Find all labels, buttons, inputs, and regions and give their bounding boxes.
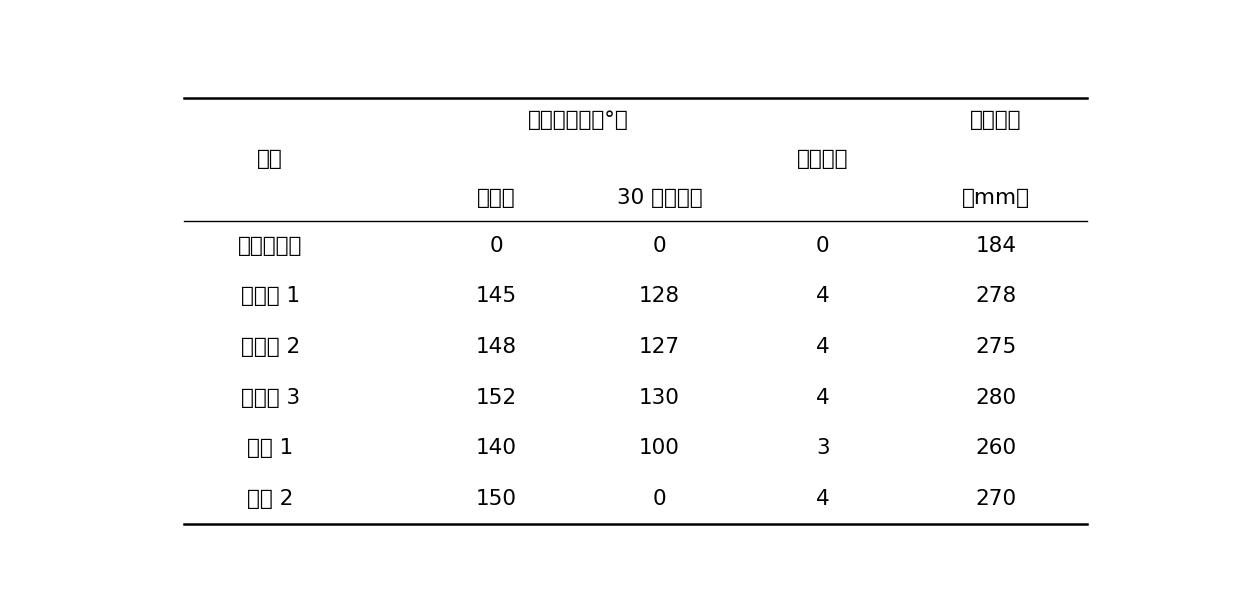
Text: （mm）: （mm） bbox=[962, 188, 1030, 208]
Text: 4: 4 bbox=[816, 287, 830, 306]
Text: 130: 130 bbox=[639, 388, 680, 408]
Text: 280: 280 bbox=[976, 388, 1017, 408]
Text: 140: 140 bbox=[476, 438, 517, 458]
Text: 淋水性能: 淋水性能 bbox=[797, 149, 848, 169]
Text: 275: 275 bbox=[975, 337, 1017, 357]
Text: 127: 127 bbox=[639, 337, 680, 357]
Text: 水洗前: 水洗前 bbox=[477, 188, 516, 208]
Text: 3: 3 bbox=[816, 438, 830, 458]
Text: 4: 4 bbox=[816, 388, 830, 408]
Text: 4: 4 bbox=[816, 337, 830, 357]
Text: 152: 152 bbox=[476, 388, 517, 408]
Text: 260: 260 bbox=[976, 438, 1017, 458]
Text: 静态接触角（°）: 静态接触角（°） bbox=[527, 110, 629, 130]
Text: 128: 128 bbox=[639, 287, 680, 306]
Text: 270: 270 bbox=[976, 489, 1017, 509]
Text: 实施例 2: 实施例 2 bbox=[241, 337, 300, 357]
Text: 30 次水洗后: 30 次水洗后 bbox=[616, 188, 702, 208]
Text: 实施例 3: 实施例 3 bbox=[241, 388, 300, 408]
Text: 0: 0 bbox=[652, 236, 666, 256]
Text: 184: 184 bbox=[976, 236, 1017, 256]
Text: 100: 100 bbox=[639, 438, 680, 458]
Text: 对照 2: 对照 2 bbox=[247, 489, 294, 509]
Text: 148: 148 bbox=[476, 337, 517, 357]
Text: 方法: 方法 bbox=[258, 149, 283, 169]
Text: 145: 145 bbox=[476, 287, 517, 306]
Text: 0: 0 bbox=[816, 236, 830, 256]
Text: 实施例 1: 实施例 1 bbox=[241, 287, 300, 306]
Text: 对照 1: 对照 1 bbox=[247, 438, 294, 458]
Text: 150: 150 bbox=[476, 489, 517, 509]
Text: 0: 0 bbox=[652, 489, 666, 509]
Text: 耐静水压: 耐静水压 bbox=[970, 110, 1022, 130]
Text: 4: 4 bbox=[816, 489, 830, 509]
Text: 0: 0 bbox=[490, 236, 503, 256]
Text: 278: 278 bbox=[975, 287, 1017, 306]
Text: 未整理原布: 未整理原布 bbox=[238, 236, 303, 256]
